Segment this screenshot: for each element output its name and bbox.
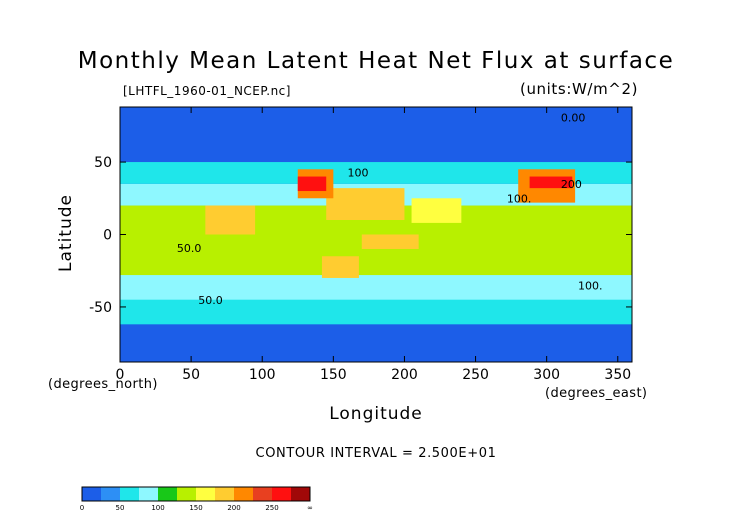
x-tick-label: 0 xyxy=(116,367,125,383)
chart-subtitle: [LHTFL_1960-01_NCEP.nc] xyxy=(123,84,291,98)
y-tick-label: 50 xyxy=(94,155,112,171)
x-tick-label: 200 xyxy=(391,367,418,383)
y-tick-label: -50 xyxy=(89,300,112,316)
x-tick-label: 100 xyxy=(249,367,276,383)
colorbar-swatch xyxy=(196,487,215,501)
x-tick-label: 300 xyxy=(533,367,560,383)
units-label: (units:W/m^2) xyxy=(520,80,639,98)
x-tick-label: 50 xyxy=(182,367,200,383)
colorbar-tick-label: 250 xyxy=(265,504,278,512)
colorbar-swatch xyxy=(253,487,272,501)
colorbar-swatch xyxy=(291,487,310,501)
heatmap-region-8 xyxy=(411,198,462,223)
heatmap-region-5 xyxy=(120,162,632,184)
x-tick-label: 250 xyxy=(462,367,489,383)
heatmap-region-9 xyxy=(361,234,419,249)
contour-label: 200 xyxy=(561,178,582,191)
x-axis-label: Longitude xyxy=(329,404,423,424)
colorbar-frame xyxy=(81,486,311,502)
colorbar-swatch xyxy=(158,487,177,501)
contour-label: 100 xyxy=(348,167,369,180)
colorbar-swatch xyxy=(177,487,196,501)
colorbar-tick-label: 50 xyxy=(116,504,125,512)
y-tick-label: 0 xyxy=(103,228,112,244)
colorbar-swatch xyxy=(215,487,234,501)
contour-label: 50.0 xyxy=(177,242,202,255)
colorbar-tick-label: 150 xyxy=(189,504,202,512)
colorbar-swatch xyxy=(139,487,158,501)
colorbar-tick-label: ∞ xyxy=(307,504,313,512)
colorbar-swatch xyxy=(234,487,253,501)
contour-label: 50.0 xyxy=(198,294,223,307)
colorbar-swatch xyxy=(120,487,139,501)
heatmap-region-10 xyxy=(321,256,359,278)
colorbar-swatch xyxy=(82,487,101,501)
colorbar-tick-label: 100 xyxy=(151,504,164,512)
colorbar-tick-label: 200 xyxy=(227,504,240,512)
x-tick-label: 150 xyxy=(320,367,347,383)
contour-label: 0.00 xyxy=(561,111,586,124)
colorbar-swatch xyxy=(272,487,291,501)
chart-title: Monthly Mean Latent Heat Net Flux at sur… xyxy=(77,48,675,74)
x-unit-label: (degrees_east) xyxy=(545,386,648,401)
heatmap-region-7 xyxy=(326,188,405,221)
contour-label: 100. xyxy=(507,193,532,206)
heatmap-region-12 xyxy=(297,176,327,192)
x-tick-label: 350 xyxy=(604,367,631,383)
contour-label: 100. xyxy=(578,280,603,293)
colorbar-tick-label: 0 xyxy=(80,504,84,512)
heatmap-region-15 xyxy=(120,107,632,141)
heatmap-region-6 xyxy=(205,205,256,235)
contour-interval: CONTOUR INTERVAL = 2.500E+01 xyxy=(255,446,497,461)
heatmap-region-14 xyxy=(529,176,573,189)
colorbar-swatch xyxy=(101,487,120,501)
y-unit-label: (degrees_north) xyxy=(48,377,158,392)
